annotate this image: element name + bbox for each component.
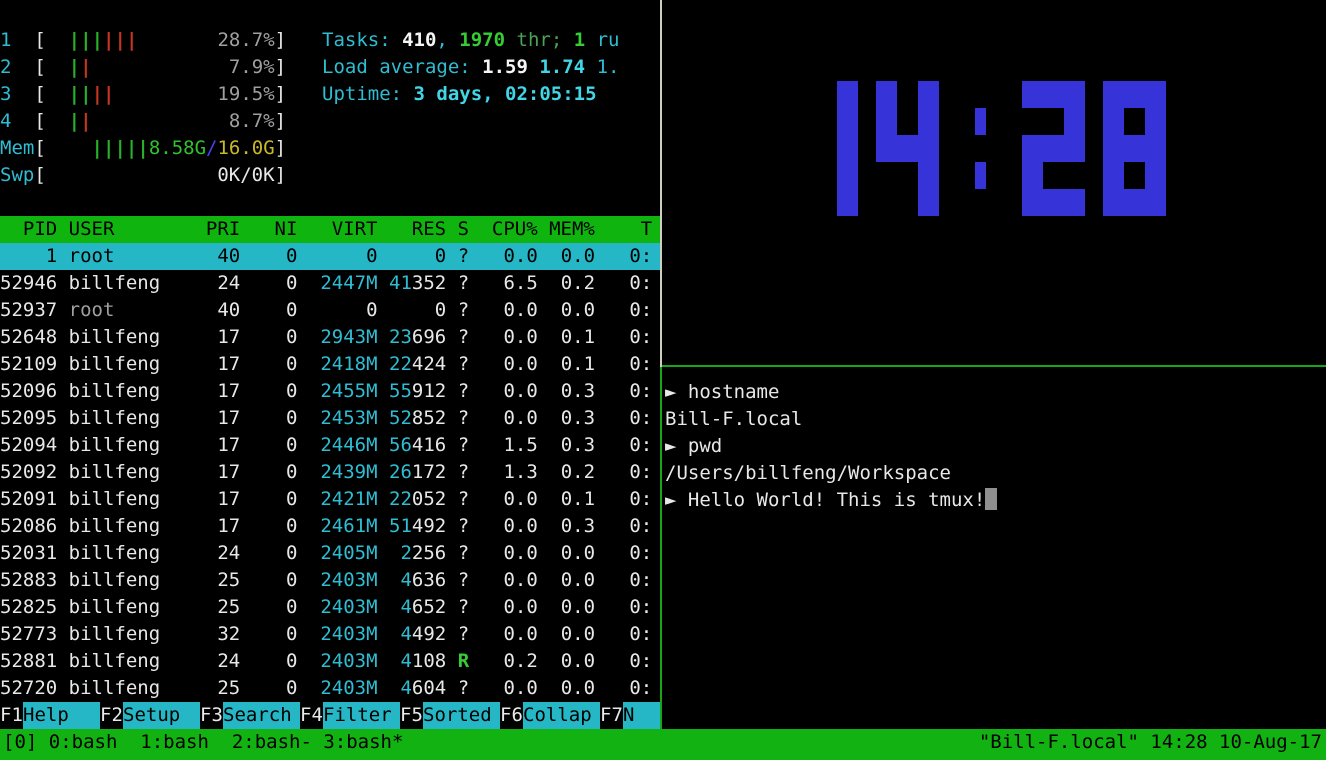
prompt-arrow-icon: ► [665, 435, 688, 457]
cpu3-meter: 3 [ |||| 19.5%] [0, 83, 287, 105]
load-average-line: Load average: 1.59 1.74 1. [322, 56, 620, 78]
fkey-n[interactable]: F7N [600, 702, 660, 729]
tmux-status-right: "Bill-F.local" 14:28 10-Aug-17 [978, 731, 1322, 753]
process-row[interactable]: 52773 billfeng 32 0 2403M 4492 ? 0.0 0.0… [0, 623, 653, 645]
fkey-label: Collap [523, 702, 600, 729]
fkey-label: Filter [323, 702, 400, 729]
swap-meter: Swp[ 0K/0K] [0, 164, 287, 186]
process-row[interactable]: 52109 billfeng 17 0 2418M 22424 ? 0.0 0.… [0, 353, 653, 375]
tmux-window-item[interactable]: 2:bash- [231, 731, 312, 753]
process-row[interactable]: 52883 billfeng 25 0 2403M 4636 ? 0.0 0.0… [0, 569, 653, 591]
clock-digit-8 [1103, 81, 1166, 216]
fkey-label: Help [23, 702, 100, 729]
tmux-window-item[interactable]: 0:bash [48, 731, 129, 753]
fkey-setup[interactable]: F2Setup [100, 702, 200, 729]
fkey-number: F6 [500, 704, 523, 726]
tty-clock [795, 81, 1166, 216]
pane-border-vertical-bottom[interactable] [660, 367, 662, 729]
fkey-help[interactable]: F1Help [0, 702, 100, 729]
cpu1-meter: 1 [ |||||| 28.7%] [0, 29, 287, 51]
process-row[interactable]: 52095 billfeng 17 0 2453M 52852 ? 0.0 0.… [0, 407, 653, 429]
cpu2-meter: 2 [ || 7.9%] [0, 56, 287, 78]
clock-digit-1 [795, 81, 858, 216]
shell-output-line: Bill-F.local [665, 408, 803, 430]
fkey-number: F5 [400, 704, 423, 726]
shell-output-line: /Users/billfeng/Workspace [665, 462, 951, 484]
clock-colon [975, 81, 986, 216]
pane-border-horizontal[interactable] [662, 365, 1326, 367]
uptime-line: Uptime: 3 days, 02:05:15 [322, 83, 597, 105]
htop-pane[interactable]: 1 [ |||||| 28.7%] 2 [ || 7.9%] 3 [ |||| 19… [0, 0, 660, 729]
clock-digit-4 [876, 81, 939, 216]
process-row[interactable]: 52031 billfeng 24 0 2405M 2256 ? 0.0 0.0… [0, 542, 653, 564]
fkey-label: Setup [123, 702, 200, 729]
process-row[interactable]: 52937 root 40 0 0 0 ? 0.0 0.0 0: [0, 299, 653, 321]
fkey-sorted[interactable]: F5Sorted [400, 702, 500, 729]
memory-meter: Mem[ |||||8.58G/16.0G] [0, 137, 287, 159]
fkey-label: Sorted [423, 702, 500, 729]
prompt-arrow-icon: ► [665, 381, 688, 403]
tmux-session-name: [0] [3, 731, 49, 753]
tmux-status-bar: [0] 0:bash 1:bash 2:bash- 3:bash* "Bill-… [0, 729, 1326, 760]
fkey-number: F1 [0, 704, 23, 726]
fkey-number: F7 [600, 704, 623, 726]
shell-command-line: ► Hello World! This is tmux! [665, 487, 998, 514]
shell-command-line: ► hostname [665, 381, 780, 403]
tmux-window-item[interactable]: 3:bash* [323, 731, 404, 753]
process-row[interactable]: 52094 billfeng 17 0 2446M 56416 ? 1.5 0.… [0, 434, 653, 456]
process-row[interactable]: 52086 billfeng 17 0 2461M 51492 ? 0.0 0.… [0, 515, 653, 537]
tasks-line: Tasks: 410, 1970 thr; 1 ru [322, 29, 620, 51]
fkey-collap[interactable]: F6Collap [500, 702, 600, 729]
tmux-window-item[interactable]: 1:bash [140, 731, 221, 753]
process-row[interactable]: 52648 billfeng 17 0 2943M 23696 ? 0.0 0.… [0, 326, 653, 348]
pane-border-vertical-top[interactable] [660, 0, 662, 367]
prompt-arrow-icon: ► [665, 489, 688, 511]
process-row[interactable]: 52881 billfeng 24 0 2403M 4108 R 0.2 0.0… [0, 650, 653, 672]
fkey-number: F2 [100, 704, 123, 726]
tmux-window-list: [0] 0:bash 1:bash 2:bash- 3:bash* [3, 729, 403, 756]
process-row[interactable]: 52091 billfeng 17 0 2421M 22052 ? 0.0 0.… [0, 488, 653, 510]
terminal-cursor[interactable] [985, 488, 998, 510]
fkey-label: Search [223, 702, 300, 729]
fkey-search[interactable]: F3Search [200, 702, 300, 729]
process-row-selected[interactable]: 1 root 40 0 0 0 ? 0.0 0.0 0: [0, 243, 660, 270]
process-row[interactable]: 52946 billfeng 24 0 2447M 41352 ? 6.5 0.… [0, 272, 653, 294]
process-row[interactable]: 52720 billfeng 25 0 2403M 4604 ? 0.0 0.0… [0, 677, 653, 699]
fkey-number: F3 [200, 704, 223, 726]
clock-digit-2 [1022, 81, 1085, 216]
cpu4-meter: 4 [ || 8.7%] [0, 110, 287, 132]
fkey-filter[interactable]: F4Filter [300, 702, 400, 729]
shell-command-line: ► pwd [665, 435, 723, 457]
process-row[interactable]: 52825 billfeng 25 0 2403M 4652 ? 0.0 0.0… [0, 596, 653, 618]
fkey-number: F4 [300, 704, 323, 726]
terminal-pane[interactable]: ► hostname Bill-F.local ► pwd/Users/billfe… [663, 367, 1326, 729]
process-row[interactable]: 52092 billfeng 17 0 2439M 26172 ? 1.3 0.… [0, 461, 653, 483]
fkey-label: N [623, 702, 660, 729]
process-row[interactable]: 52096 billfeng 17 0 2455M 55912 ? 0.0 0.… [0, 380, 653, 402]
